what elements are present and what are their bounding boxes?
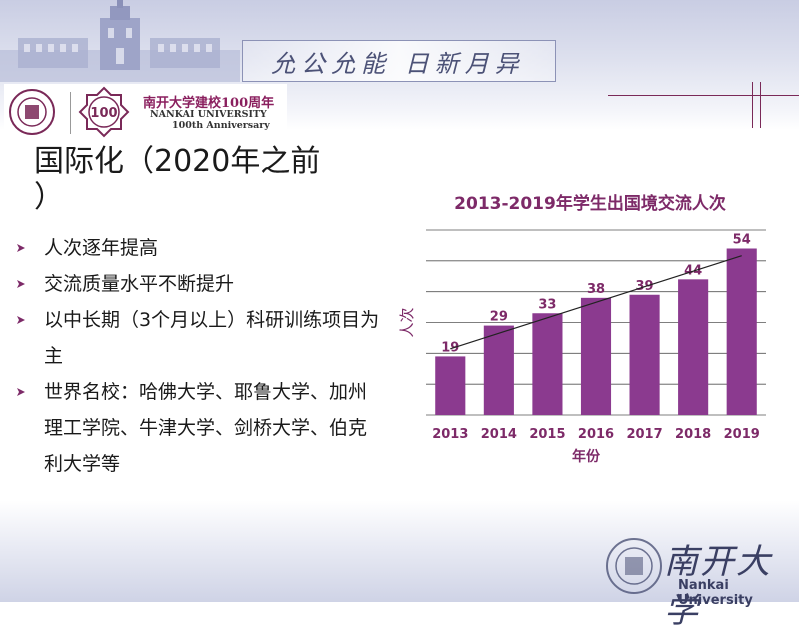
x-axis-label: 年份 bbox=[572, 448, 601, 465]
arrow-bullet-icon bbox=[17, 388, 25, 396]
x-tick-label: 2019 bbox=[724, 427, 760, 442]
chart-labels: 1920132920143320153820163920174420185420… bbox=[432, 233, 760, 443]
arrow-bullet-icon bbox=[17, 316, 25, 324]
x-tick-label: 2018 bbox=[675, 427, 711, 442]
motto-text: 允公允能 日新月异 bbox=[271, 50, 525, 78]
chart-bars bbox=[435, 248, 757, 415]
footer-background bbox=[0, 500, 799, 602]
anniversary-title-cn: 南开大学建校100周年 bbox=[143, 96, 275, 111]
bar bbox=[726, 248, 757, 415]
footer-seal-icon bbox=[606, 538, 662, 594]
slide-title-line: ） bbox=[34, 180, 64, 215]
decorative-line bbox=[752, 82, 753, 128]
bar bbox=[435, 356, 466, 415]
bullet-text: 以中长期（3个月以上）科研训练项目为 bbox=[44, 309, 380, 331]
bar bbox=[483, 325, 514, 415]
x-tick-label: 2013 bbox=[432, 427, 468, 442]
bullet-text: 人次逐年提高 bbox=[44, 237, 159, 259]
bullet-text: 理工学院、牛津大学、剑桥大学、伯克 bbox=[44, 417, 368, 439]
bullet-item: 人次逐年提高 bbox=[10, 230, 390, 266]
bullet-text: 交流质量水平不断提升 bbox=[44, 273, 235, 295]
data-label: 33 bbox=[538, 297, 556, 312]
data-label: 29 bbox=[490, 310, 508, 325]
data-label: 19 bbox=[441, 340, 459, 355]
data-label: 38 bbox=[587, 282, 605, 297]
x-tick-label: 2014 bbox=[481, 427, 517, 442]
motto-banner bbox=[242, 40, 556, 82]
x-tick-label: 2017 bbox=[626, 427, 662, 442]
y-axis-label: 人次 bbox=[398, 307, 416, 337]
x-tick-label: 2015 bbox=[529, 427, 565, 442]
bullet-item: 交流质量水平不断提升 bbox=[10, 266, 390, 302]
anniversary-title-en: NANKAI UNIVERSITY bbox=[150, 109, 267, 120]
bullet-text: 主 bbox=[44, 345, 64, 367]
decorative-line bbox=[608, 95, 799, 96]
main-building-illustration bbox=[0, 0, 240, 82]
slide-title: 国际化（2020年之前 ） bbox=[34, 144, 354, 216]
nankai-seal-icon bbox=[9, 89, 55, 135]
centennial-emblem-icon: 100 bbox=[78, 86, 130, 138]
chart-title: 2013-2019年学生出国境交流人次 bbox=[454, 194, 726, 214]
x-tick-label: 2016 bbox=[578, 427, 614, 442]
emblem-number: 100 bbox=[90, 106, 117, 121]
trendline bbox=[450, 255, 742, 350]
bullet-text: 利大学等 bbox=[44, 453, 121, 475]
bullet-item: 以中长期（3个月以上）科研训练项目为 主 bbox=[10, 302, 390, 374]
bar-chart: 1920132920143320153820163920174420185420… bbox=[398, 229, 766, 465]
bar bbox=[678, 279, 709, 415]
bullet-item: 世界名校：哈佛大学、耶鲁大学、加州 理工学院、牛津大学、剑桥大学、伯克 利大学等 bbox=[10, 374, 390, 482]
bar bbox=[629, 294, 660, 415]
bar bbox=[580, 297, 612, 415]
anniversary-subtitle-en: 100th Anniversary bbox=[172, 120, 270, 131]
bullet-list: 人次逐年提高 交流质量水平不断提升 以中长期（3个月以上）科研训练项目为 主 世… bbox=[10, 230, 390, 482]
arrow-bullet-icon bbox=[17, 280, 25, 288]
logo-divider bbox=[70, 92, 71, 134]
data-label: 54 bbox=[733, 233, 751, 248]
arrow-bullet-icon bbox=[17, 244, 25, 252]
bar bbox=[532, 313, 563, 415]
slide-title-line: 国际化（2020年之前 bbox=[34, 144, 321, 179]
footer-university-name-en: Nankai University bbox=[678, 578, 753, 608]
decorative-line bbox=[760, 82, 761, 128]
bullet-text: 世界名校：哈佛大学、耶鲁大学、加州 bbox=[44, 381, 368, 403]
